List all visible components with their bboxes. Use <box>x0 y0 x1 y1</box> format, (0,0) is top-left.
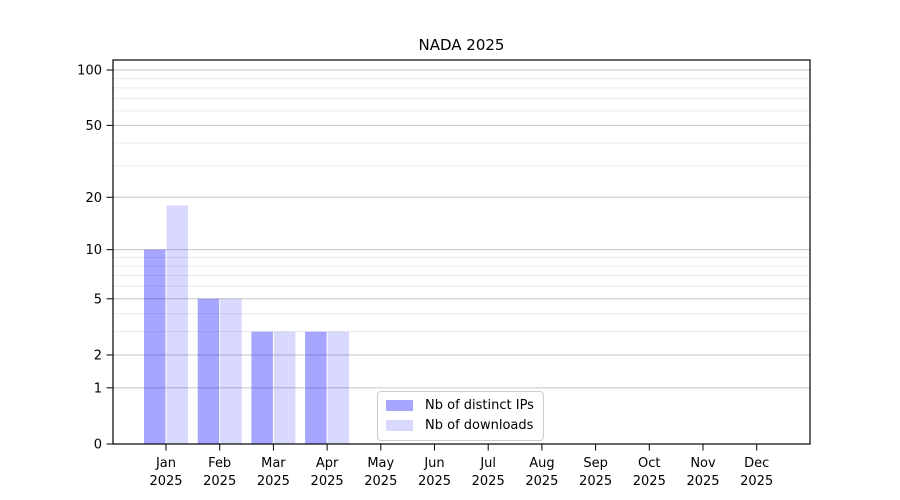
y-tick-label: 5 <box>94 292 102 307</box>
x-tick-label-year: 2025 <box>686 474 719 489</box>
legend: Nb of distinct IPs Nb of downloads <box>377 391 544 441</box>
x-tick-label-year: 2025 <box>633 474 666 489</box>
bar-downloads <box>220 298 242 444</box>
x-tick-label-month: Feb <box>208 456 231 471</box>
x-tick-label-year: 2025 <box>740 474 773 489</box>
bar-distinct-ips <box>251 331 273 444</box>
x-tick-label-month: Jun <box>423 456 444 471</box>
y-tick-label: 0 <box>94 438 102 453</box>
y-tick-label: 20 <box>85 191 102 206</box>
legend-swatch-downloads <box>386 420 413 431</box>
legend-item-downloads: Nb of downloads <box>386 417 535 434</box>
bar-distinct-ips <box>305 331 327 444</box>
y-tick-label: 1 <box>94 381 102 396</box>
chart-title: NADA 2025 <box>418 36 505 54</box>
axis-spines <box>112 59 811 445</box>
legend-item-distinct-ips: Nb of distinct IPs <box>386 397 535 414</box>
legend-label-downloads: Nb of downloads <box>425 418 534 433</box>
x-tick-label-year: 2025 <box>257 474 290 489</box>
x-tick-label-month: Apr <box>316 456 339 471</box>
x-tick-label-year: 2025 <box>418 474 451 489</box>
x-tick-label-year: 2025 <box>311 474 344 489</box>
y-tick-label: 50 <box>85 119 102 134</box>
x-tick-label-month: May <box>367 456 394 471</box>
x-tick-label-month: Oct <box>638 456 660 471</box>
x-tick-label-year: 2025 <box>203 474 236 489</box>
bar-downloads <box>166 205 188 444</box>
x-tick-label-month: Jan <box>155 456 176 471</box>
x-tick-label-year: 2025 <box>472 474 505 489</box>
bar-downloads <box>327 331 350 444</box>
x-tick-label-month: Jul <box>479 456 496 471</box>
x-tick-label-year: 2025 <box>525 474 558 489</box>
x-tick-label-month: Dec <box>744 456 769 471</box>
y-tick-label: 10 <box>85 243 102 258</box>
y-tick-label: 100 <box>77 64 102 79</box>
x-tick-label-month: Mar <box>261 456 286 471</box>
bar-distinct-ips <box>144 249 166 444</box>
legend-label-distinct-ips: Nb of distinct IPs <box>425 398 534 413</box>
x-tick-label-year: 2025 <box>149 474 182 489</box>
x-tick-label-year: 2025 <box>364 474 397 489</box>
bar-downloads <box>273 331 296 444</box>
bar-distinct-ips <box>197 298 220 444</box>
legend-swatch-distinct-ips <box>386 400 413 411</box>
y-tick-label: 2 <box>94 348 102 363</box>
x-tick-label-year: 2025 <box>579 474 612 489</box>
x-tick-label-month: Sep <box>583 456 608 471</box>
x-tick-label-month: Nov <box>690 456 716 471</box>
x-tick-label-month: Aug <box>529 456 554 471</box>
